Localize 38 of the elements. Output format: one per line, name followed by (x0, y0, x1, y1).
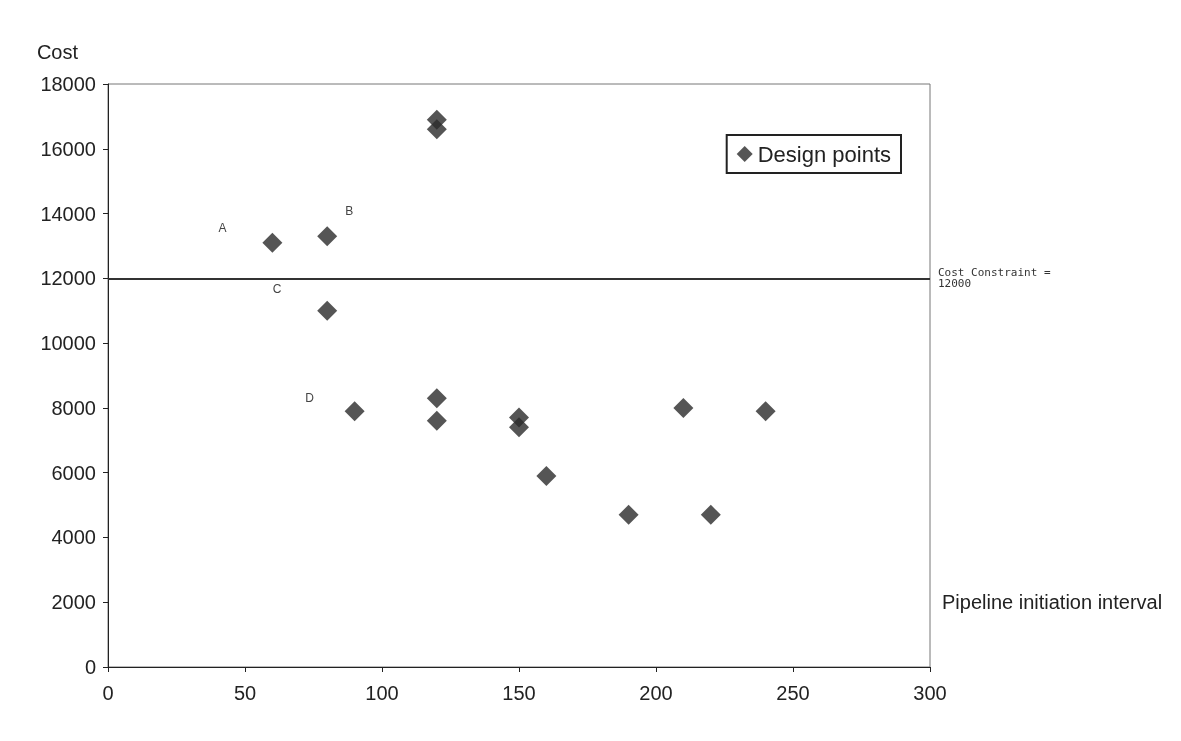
y-tick-label: 16000 (40, 137, 96, 160)
y-tick-label: 2000 (51, 591, 96, 614)
y-tick-label: 4000 (51, 526, 96, 549)
point (426, 410, 447, 431)
x-tick-label: 0 (102, 682, 114, 704)
y-tick-label: 10000 (40, 332, 96, 355)
annotation: A (218, 220, 227, 235)
x-tick-label: 200 (639, 682, 673, 704)
x-tick-label: 250 (776, 682, 810, 704)
x-tick-label: 300 (913, 682, 947, 704)
y-tick-label: 14000 (40, 202, 96, 225)
annotation: C (272, 281, 282, 296)
x-axis-title: Pipeline initiation interval (942, 591, 1163, 613)
x-tick-label: 150 (502, 682, 536, 704)
point (509, 417, 529, 438)
annotation: B (345, 204, 354, 219)
point (673, 397, 694, 418)
ref-line-label: Cost Constraint = 12000 (938, 266, 1058, 291)
y-tick-label: 6000 (51, 461, 96, 484)
point (262, 232, 283, 253)
point (700, 504, 721, 525)
y-axis-title: Cost (36, 41, 79, 63)
point (317, 226, 338, 247)
point (536, 465, 557, 486)
point (618, 504, 639, 525)
y-tick-label: 0 (84, 656, 96, 678)
x-tick-label: 100 (365, 682, 399, 704)
point (317, 300, 338, 321)
annotation: D (305, 391, 315, 406)
point (344, 401, 365, 422)
point (755, 401, 776, 422)
legend-label: Design points (757, 141, 892, 167)
point (426, 119, 447, 140)
point (426, 388, 447, 409)
y-tick-label: 8000 (51, 396, 96, 419)
y-tick-label: 18000 (40, 73, 96, 95)
y-tick-label: 12000 (40, 267, 96, 290)
x-tick-label: 50 (233, 682, 257, 704)
